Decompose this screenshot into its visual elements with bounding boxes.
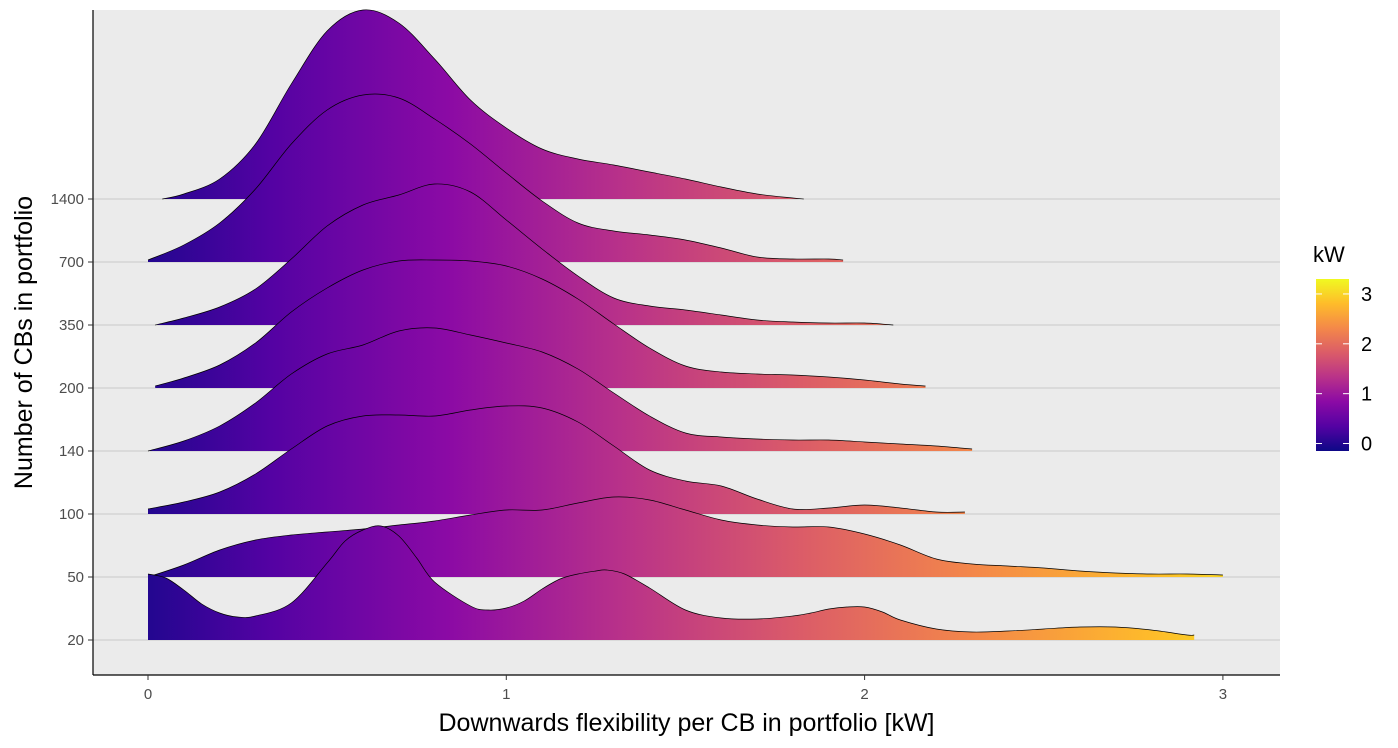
- ridge-line-140: [147, 327, 973, 452]
- colorbar: [1316, 279, 1349, 451]
- ridge-100: [147, 405, 965, 514]
- colorbar-label-0: 0: [1361, 434, 1372, 456]
- ridge-line-100: [147, 405, 965, 513]
- ridge-700: [147, 93, 844, 262]
- ridge-line-1400: [162, 9, 804, 200]
- ridge-50: [147, 496, 1223, 578]
- y-tick-label-200: 200: [59, 380, 84, 397]
- colorbar-legend: kW 0 1 2 3: [1313, 242, 1372, 456]
- x-axis-ticks: 0 1 2 3: [144, 675, 1227, 703]
- ridge-fill-700: [148, 94, 844, 262]
- x-tick-label-3: 3: [1219, 686, 1227, 703]
- y-tick-label-350: 350: [59, 317, 84, 334]
- ridge-line-200: [155, 259, 926, 387]
- ridge-line-350: [155, 183, 894, 326]
- y-tick-label-100: 100: [59, 506, 84, 523]
- ridge-line-50: [147, 496, 1223, 578]
- y-tick-label-20: 20: [67, 632, 84, 649]
- ridge-20: [147, 525, 1195, 640]
- y-tick-label-700: 700: [59, 254, 84, 271]
- ridge-line-20: [147, 525, 1195, 636]
- y-tick-label-140: 140: [59, 443, 84, 460]
- ridge-fill-100: [148, 405, 965, 514]
- colorbar-ticks: 0 1 2 3: [1316, 284, 1372, 456]
- y-tick-label-1400: 1400: [51, 191, 84, 208]
- ridges: [147, 9, 1223, 640]
- ridge-fill-50: [148, 496, 1223, 577]
- x-tick-label-2: 2: [860, 686, 868, 703]
- y-tick-label-50: 50: [67, 569, 84, 586]
- colorbar-label-1: 1: [1361, 384, 1372, 406]
- y-axis-ticks: 20 50 100 140 200 350 700 1400: [51, 191, 93, 649]
- colorbar-label-2: 2: [1361, 334, 1372, 356]
- y-axis-title: Number of CBs in portfolio: [10, 196, 38, 489]
- x-axis-title: Downwards flexibility per CB in portfoli…: [439, 709, 935, 737]
- legend-title: kW: [1313, 242, 1345, 267]
- x-tick-label-1: 1: [502, 686, 510, 703]
- ridge-fill-20: [148, 525, 1195, 640]
- x-tick-label-0: 0: [144, 686, 152, 703]
- ridge-line-700: [147, 93, 844, 261]
- colorbar-label-3: 3: [1361, 284, 1372, 306]
